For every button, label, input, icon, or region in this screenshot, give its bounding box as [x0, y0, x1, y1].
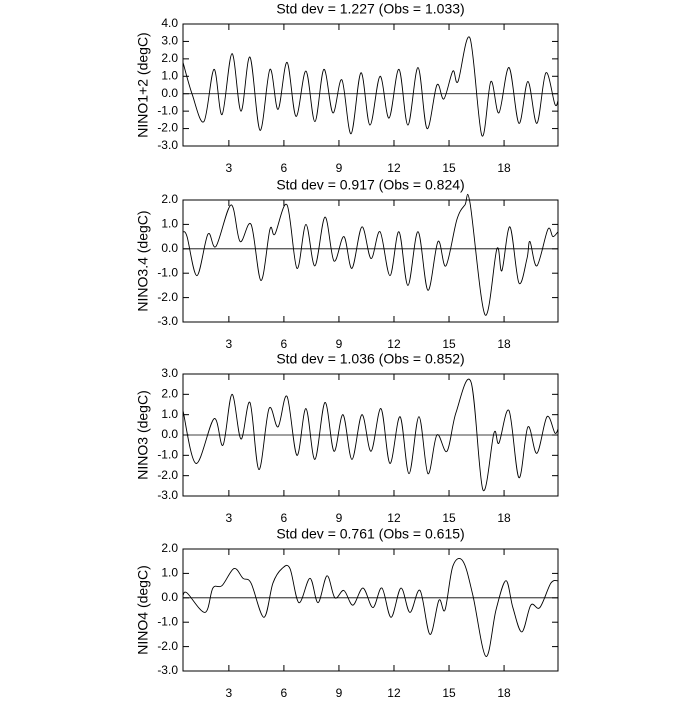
y-tick-label: -1.0 — [157, 614, 178, 628]
y-tick-label: -3.0 — [157, 663, 178, 677]
x-tick-label: 3 — [226, 161, 233, 175]
x-tick-label: 15 — [442, 686, 456, 700]
y-tick-label: 0.0 — [161, 590, 178, 604]
data-line — [182, 36, 559, 137]
panel-title: Std dev = 0.761 (Obs = 0.615) — [276, 526, 464, 542]
data-line — [182, 193, 559, 316]
y-tick-label: -3.0 — [157, 314, 178, 328]
y-axis-label: NINO3.4 (degC) — [135, 210, 151, 311]
y-tick-label: 2.0 — [161, 541, 178, 555]
plot-frame — [182, 199, 559, 323]
x-tick-label: 18 — [497, 161, 511, 175]
x-tick-label: 12 — [387, 511, 401, 525]
x-tick-label: 15 — [442, 161, 456, 175]
panel-title: Std dev = 1.227 (Obs = 1.033) — [276, 1, 464, 17]
y-tick-label: -2.0 — [157, 639, 178, 653]
y-tick-label: 2.0 — [161, 51, 178, 65]
y-tick-label: 0.0 — [161, 86, 178, 100]
panel: Std dev = 0.761 (Obs = 0.615) NINO4 (degC… — [135, 526, 559, 700]
x-tick-label: 18 — [497, 511, 511, 525]
x-tick-label: 12 — [387, 686, 401, 700]
y-tick-label: -2.0 — [157, 121, 178, 135]
panel: Std dev = 1.227 (Obs = 1.033) NINO1+2 (de… — [135, 1, 559, 175]
y-tick-label: -2.0 — [157, 468, 178, 482]
x-tick-label: 6 — [281, 686, 288, 700]
y-tick-label: 3.0 — [161, 366, 178, 380]
x-tick-label: 15 — [442, 337, 456, 351]
x-tick-label: 3 — [226, 511, 233, 525]
y-tick-label: 1.0 — [161, 68, 178, 82]
y-tick-label: 2.0 — [161, 387, 178, 401]
y-tick-label: -1.0 — [157, 265, 178, 279]
x-tick-label: 18 — [497, 686, 511, 700]
y-tick-label: -3.0 — [157, 488, 178, 502]
data-line — [182, 558, 559, 657]
x-tick-label: 15 — [442, 511, 456, 525]
y-tick-label: 2.0 — [161, 192, 178, 206]
y-tick-label: 4.0 — [161, 16, 178, 30]
y-tick-label: 1.0 — [161, 217, 178, 231]
x-tick-label: 9 — [336, 337, 343, 351]
y-axis-label: NINO1+2 (degC) — [135, 32, 151, 137]
panel-title: Std dev = 0.917 (Obs = 0.824) — [276, 177, 464, 193]
x-tick-label: 9 — [336, 161, 343, 175]
data-line — [182, 378, 559, 491]
y-axis-label: NINO3 (degC) — [135, 390, 151, 479]
plot-frame — [182, 23, 559, 147]
y-tick-label: 0.0 — [161, 427, 178, 441]
y-tick-label: 1.0 — [161, 407, 178, 421]
x-tick-label: 9 — [336, 686, 343, 700]
y-tick-label: -1.0 — [157, 448, 178, 462]
plot-frame — [182, 373, 559, 497]
x-tick-label: 18 — [497, 337, 511, 351]
y-axis-label: NINO4 (degC) — [135, 565, 151, 654]
x-tick-label: 9 — [336, 511, 343, 525]
x-tick-label: 6 — [281, 161, 288, 175]
x-tick-label: 12 — [387, 161, 401, 175]
y-tick-label: 1.0 — [161, 566, 178, 580]
y-tick-label: 0.0 — [161, 241, 178, 255]
plot-frame — [182, 548, 559, 672]
panel-title: Std dev = 1.036 (Obs = 0.852) — [276, 351, 464, 367]
x-tick-label: 6 — [281, 337, 288, 351]
y-tick-label: -2.0 — [157, 290, 178, 304]
x-tick-label: 3 — [226, 337, 233, 351]
x-tick-label: 3 — [226, 686, 233, 700]
x-tick-label: 12 — [387, 337, 401, 351]
y-tick-label: 3.0 — [161, 34, 178, 48]
x-tick-label: 6 — [281, 511, 288, 525]
y-tick-label: -3.0 — [157, 138, 178, 152]
y-tick-label: -1.0 — [157, 103, 178, 117]
panel: Std dev = 1.036 (Obs = 0.852) NINO3 (degC… — [135, 351, 559, 525]
panel: Std dev = 0.917 (Obs = 0.824) NINO3.4 (de… — [135, 177, 559, 351]
